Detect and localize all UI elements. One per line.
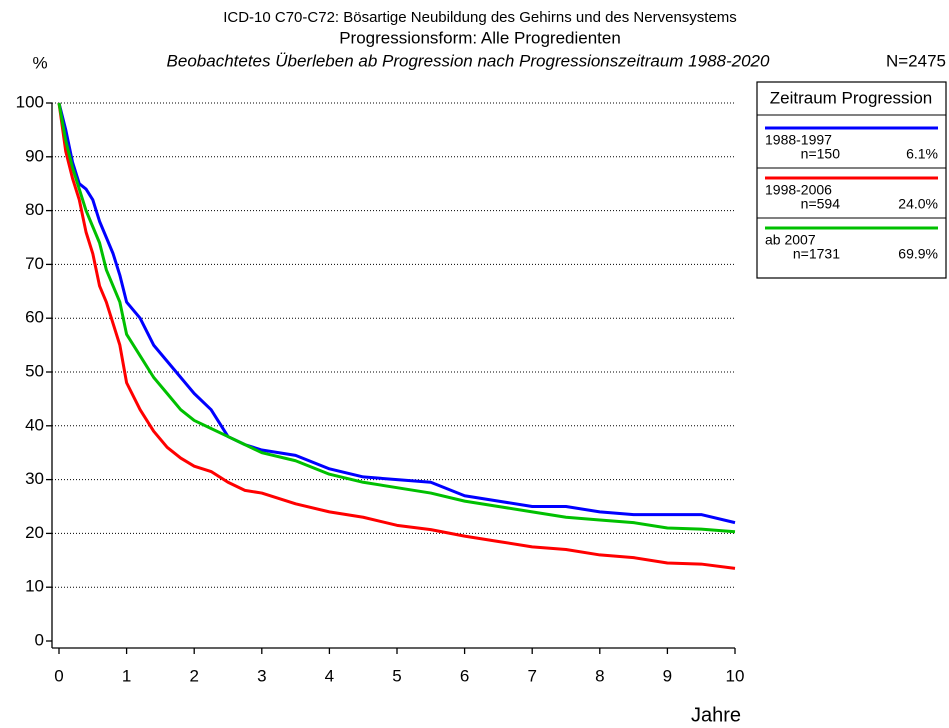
chart-subtitle2: Beobachtetes Überleben ab Progression na… <box>167 51 770 70</box>
legend-share: 69.9% <box>898 246 938 262</box>
legend-title: Zeitraum Progression <box>770 88 933 107</box>
x-tick-label: 5 <box>392 666 401 685</box>
x-tick-label: 10 <box>726 666 745 685</box>
x-tick-label: 7 <box>527 666 536 685</box>
y-tick-label: 70 <box>25 254 44 273</box>
y-tick-label: 80 <box>25 200 44 219</box>
legend-label: ab 2007 <box>765 232 816 248</box>
x-tick-label: 6 <box>460 666 469 685</box>
survival-line <box>57 102 736 534</box>
legend-box <box>756 81 947 279</box>
x-tick-label: 1 <box>122 666 131 685</box>
total-count: N=2475 <box>886 51 946 70</box>
legend-n: n=1731 <box>793 246 840 262</box>
y-tick-label: 90 <box>25 146 44 165</box>
x-tick-label: 0 <box>54 666 63 685</box>
legend-n: n=594 <box>801 196 841 212</box>
survival-line <box>57 102 736 570</box>
y-tick-label: 50 <box>25 361 44 380</box>
x-tick-label: 3 <box>257 666 266 685</box>
x-tick-label: 4 <box>325 666 334 685</box>
legend-share: 6.1% <box>906 146 938 162</box>
y-tick-label: 40 <box>25 415 44 434</box>
y-tick-label: 60 <box>25 308 44 327</box>
y-tick-label: 100 <box>16 92 44 111</box>
legend-n: n=150 <box>801 146 841 162</box>
survival-line <box>57 102 736 525</box>
x-axis-label: Jahre <box>691 704 741 726</box>
legend-share: 24.0% <box>898 196 938 212</box>
chart-title: ICD-10 C70-C72: Bösartige Neubildung des… <box>223 9 737 26</box>
y-tick-label: 30 <box>25 469 44 488</box>
legend-label: 1988-1997 <box>765 132 832 148</box>
x-tick-label: 2 <box>189 666 198 685</box>
y-tick-label: 20 <box>25 523 44 542</box>
chart-subtitle: Progressionsform: Alle Progredienten <box>339 28 621 47</box>
y-tick-label: 10 <box>25 577 44 596</box>
x-tick-label: 8 <box>595 666 604 685</box>
y-tick-label: 0 <box>35 630 44 649</box>
legend-label: 1998-2006 <box>765 182 832 198</box>
x-tick-label: 9 <box>663 666 672 685</box>
y-axis-label: % <box>32 53 47 72</box>
